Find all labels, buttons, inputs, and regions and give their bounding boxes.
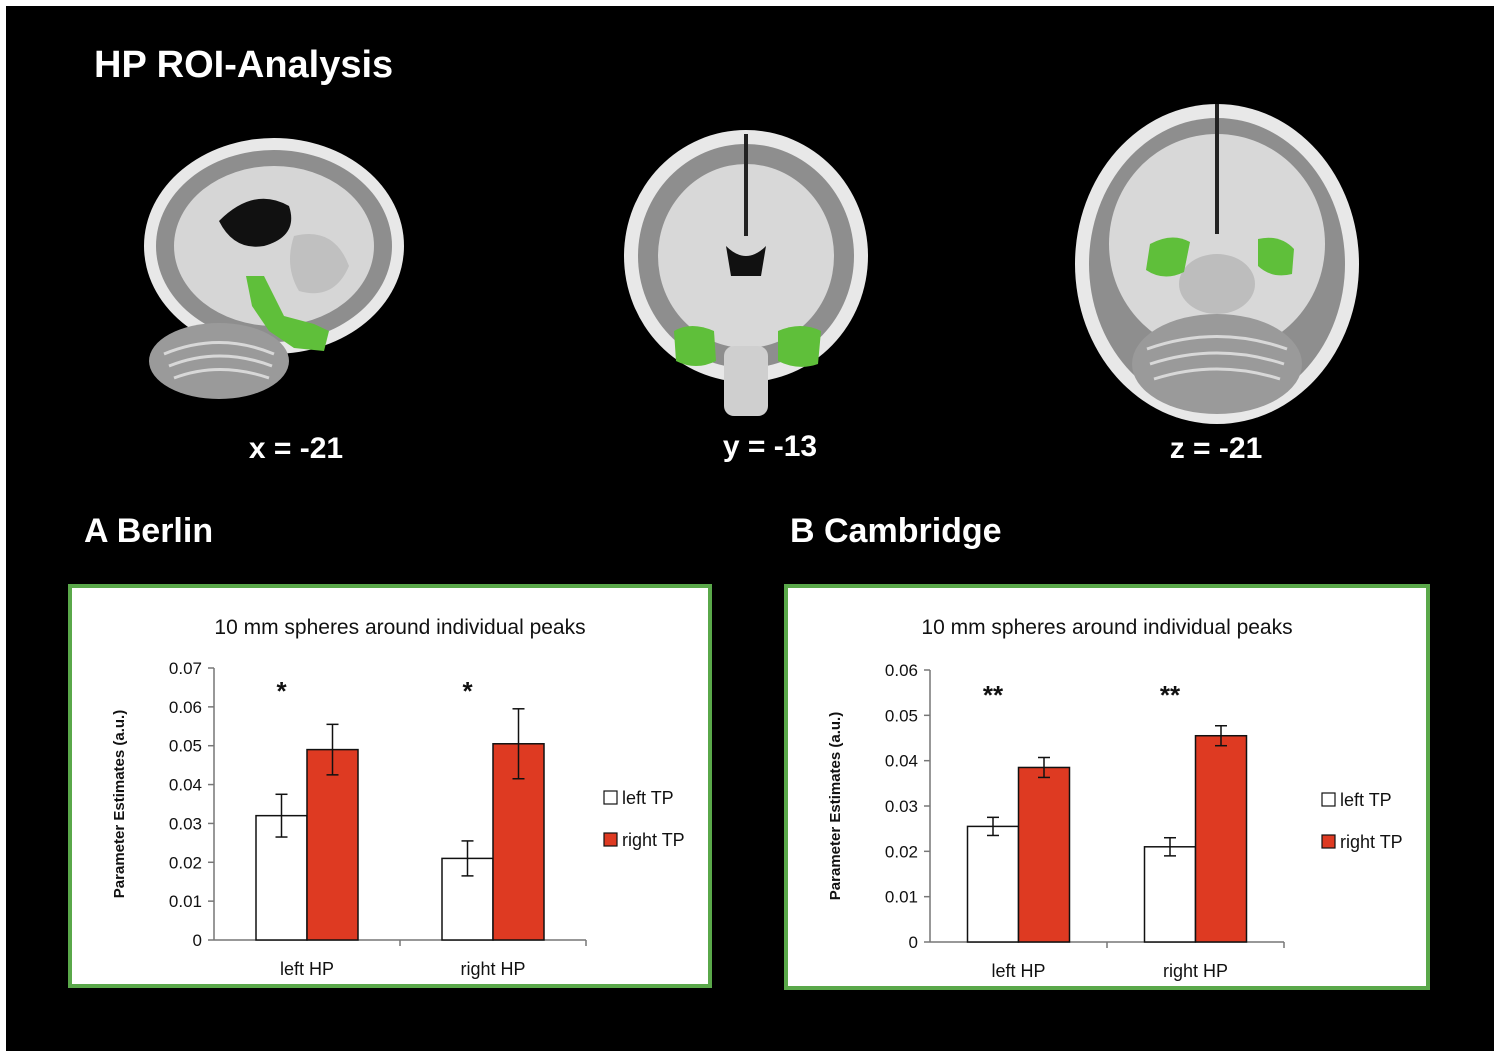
chart-panel-cambridge: 10 mm spheres around individual peaks Par… xyxy=(784,584,1430,990)
sagittal-brain-slice xyxy=(144,138,404,399)
legend-label: right TP xyxy=(622,830,685,850)
bar-right-tp xyxy=(1194,734,1248,943)
legend-swatch xyxy=(603,832,618,847)
roi-right xyxy=(1258,237,1294,276)
y-tick-label: 0.07 xyxy=(169,659,202,678)
roi-left xyxy=(1146,237,1190,277)
legend-label: left TP xyxy=(622,788,674,808)
y-axis-label: Parameter Estimates (a.u.) xyxy=(827,712,844,900)
figure-title: HP ROI-Analysis xyxy=(94,44,394,86)
slice-label-y: y = -13 xyxy=(722,430,818,463)
legend-swatch xyxy=(1321,834,1336,849)
significance-marker: ** xyxy=(1160,680,1181,710)
significance-marker: * xyxy=(462,676,473,706)
legend-swatch xyxy=(1321,792,1336,807)
bar-left-tp xyxy=(966,825,1020,943)
y-axis-label: Parameter Estimates (a.u.) xyxy=(111,710,128,898)
y-tick-label: 0.06 xyxy=(885,661,918,680)
slice-label-x: x = -21 xyxy=(248,432,344,465)
significance-marker: ** xyxy=(983,680,1004,710)
y-tick-label: 0.06 xyxy=(169,698,202,717)
bar-left-tp xyxy=(1143,846,1197,943)
bar-right-tp xyxy=(306,748,359,941)
panel-a-title: A Berlin xyxy=(84,512,214,550)
chart-title: 10 mm spheres around individual peaks xyxy=(921,616,1292,639)
y-tick-label: 0.05 xyxy=(169,737,202,756)
legend-swatch xyxy=(603,790,618,805)
chart-cambridge: 10 mm spheres around individual peaks Par… xyxy=(827,616,1403,981)
x-tick-label: right HP xyxy=(1163,961,1228,981)
x-tick-label: left HP xyxy=(991,961,1045,981)
y-tick-label: 0.01 xyxy=(885,888,918,907)
y-tick-label: 0.05 xyxy=(885,706,918,725)
legend-label: left TP xyxy=(1340,790,1392,810)
significance-marker: * xyxy=(276,676,287,706)
roi-highlight xyxy=(246,276,329,351)
x-tick-label: left HP xyxy=(280,959,334,979)
y-tick-label: 0.03 xyxy=(169,814,202,833)
figure-canvas: HP ROI-Analysis x = -21 y = -13 z = -21 xyxy=(6,6,1494,1051)
roi-right xyxy=(778,326,821,367)
y-tick-label: 0 xyxy=(193,931,202,950)
legend-label: right TP xyxy=(1340,832,1403,852)
bar-right-tp xyxy=(1017,766,1071,943)
chart-title: 10 mm spheres around individual peaks xyxy=(214,616,585,639)
y-tick-label: 0.03 xyxy=(885,797,918,816)
coronal-brain-slice xyxy=(624,130,868,416)
y-tick-label: 0.04 xyxy=(169,776,202,795)
roi-left xyxy=(674,326,716,366)
chart-panel-berlin: 10 mm spheres around individual peaks Par… xyxy=(68,584,712,988)
y-tick-label: 0.02 xyxy=(885,842,918,861)
chart-berlin: 10 mm spheres around individual peaks Par… xyxy=(111,616,685,979)
y-tick-label: 0.04 xyxy=(885,752,918,771)
panel-b-title: B Cambridge xyxy=(790,512,1002,550)
y-tick-label: 0.02 xyxy=(169,853,202,872)
y-tick-label: 0 xyxy=(909,933,918,952)
slice-label-z: z = -21 xyxy=(1169,432,1263,465)
y-tick-label: 0.01 xyxy=(169,892,202,911)
x-tick-label: right HP xyxy=(460,959,525,979)
axial-brain-slice xyxy=(1075,104,1359,424)
